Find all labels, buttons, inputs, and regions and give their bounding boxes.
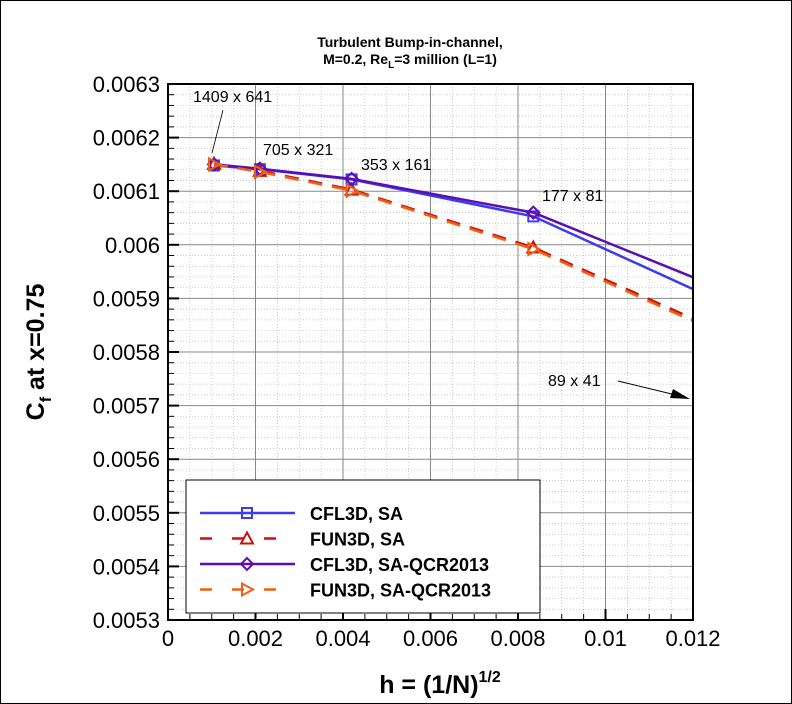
- annotation-89x41: 89 x 41: [548, 373, 601, 390]
- annotation-705x321: 705 x 321: [263, 142, 333, 159]
- legend-label: FUN3D, SA-QCR2013: [310, 581, 491, 601]
- annotation-353x161: 353 x 161: [361, 157, 431, 174]
- y-tick-label: 0.0063: [93, 72, 160, 97]
- annotation-1409x641-leader: [211, 109, 224, 154]
- data-point: [525, 205, 541, 221]
- x-tick-label: 0.006: [403, 626, 458, 651]
- annotation-177x81: 177 x 81: [542, 188, 603, 205]
- data-point: [345, 182, 360, 199]
- data-point: [208, 156, 223, 173]
- data-point: [253, 164, 268, 180]
- legend: CFL3D, SA FUN3D, SA CFL3D, SA-QCR2013 FUN3D…: [185, 479, 541, 614]
- x-tick-label: 0.002: [228, 626, 283, 651]
- series-line-0: [213, 164, 693, 291]
- series-0: [208, 159, 693, 291]
- annotation-89x41-arrow: [617, 380, 681, 397]
- series-line-3: [213, 163, 693, 323]
- plot-border: [167, 83, 694, 621]
- legend-marker-square-icon: [241, 507, 253, 519]
- y-tick-label: 0.0057: [93, 394, 160, 419]
- legend-marker-triangle-right-icon: [241, 581, 256, 598]
- series-2: [206, 156, 693, 279]
- data-point: [527, 241, 542, 257]
- x-tick-label: 0.012: [665, 626, 720, 651]
- y-axis-label: Cf at x=0.75: [22, 284, 55, 421]
- y-tick-label: 0.0056: [93, 447, 160, 472]
- legend-marker-triangle-icon: [239, 530, 255, 545]
- series-1: [206, 155, 693, 321]
- x-tick-label: 0.01: [584, 626, 627, 651]
- data-point: [344, 171, 359, 187]
- y-tick-label: 0.0053: [93, 608, 160, 633]
- y-tick-label: 0.0058: [93, 340, 160, 365]
- x-axis-label: h = (1/N)1/2: [379, 669, 501, 699]
- chart-title-line2: M=0.2, ReL=3 million (L=1): [323, 51, 497, 71]
- legend-marker-diamond-icon: [239, 556, 255, 572]
- series-line-2: [213, 163, 693, 279]
- legend-box: [185, 479, 541, 614]
- y-tick-label: 0.0054: [93, 554, 160, 579]
- series-line-1: [213, 162, 693, 321]
- annotation-1409x641: 1409 x 641: [193, 89, 272, 106]
- y-tick-label: 0.0061: [93, 179, 160, 204]
- legend-label: CFL3D, SA: [310, 504, 403, 524]
- y-tick-label: 0.0055: [93, 501, 160, 526]
- chart-title-line1: Turbulent Bump-in-channel,: [317, 34, 503, 50]
- y-tick-label: 0.006: [105, 233, 160, 258]
- legend-label: CFL3D, SA-QCR2013: [310, 555, 489, 575]
- x-tick-label: 0.004: [315, 626, 370, 651]
- y-tick-label: 0.0062: [93, 126, 160, 151]
- legend-label: FUN3D, SA: [310, 530, 405, 550]
- arrowhead-icon: [670, 389, 690, 399]
- y-tick-label: 0.0059: [93, 286, 160, 311]
- series-3: [208, 156, 693, 323]
- x-tick-label: 0.008: [490, 626, 545, 651]
- x-tick-label: 0: [162, 626, 174, 651]
